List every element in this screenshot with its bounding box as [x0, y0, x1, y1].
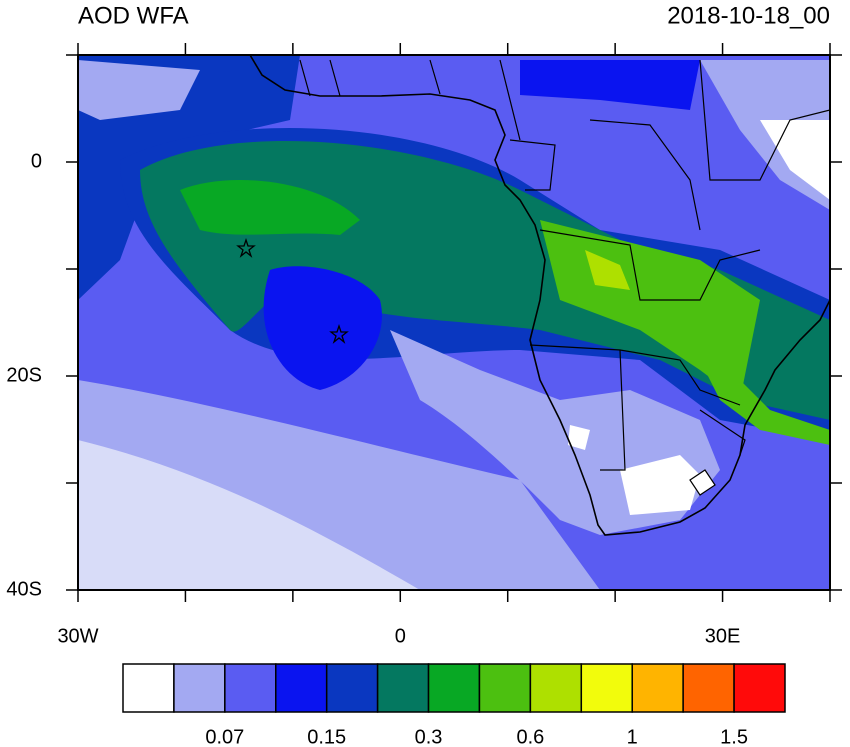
x-tick-label: 0 [395, 625, 406, 647]
title: AOD WFA [78, 2, 189, 29]
colorbar-label: 0.07 [205, 726, 244, 747]
y-tick-label: 20S [6, 364, 42, 386]
colorbar-box [224, 663, 277, 713]
y-tick-label: 40S [6, 578, 42, 600]
colorbar-box [376, 663, 430, 713]
colorbar-box [529, 663, 583, 713]
colorbar-box [478, 663, 532, 713]
colorbar-label: 1.5 [720, 726, 748, 747]
colorbar-box [631, 663, 684, 713]
colorbar-box [173, 663, 226, 713]
colorbar-box [325, 663, 379, 713]
y-tick-label: 0 [31, 150, 42, 172]
x-tick-label: 30E [705, 625, 741, 647]
date: 2018-10-18_00 [667, 2, 830, 29]
colorbar-box [733, 663, 786, 713]
colorbar-label: 0.6 [516, 726, 544, 747]
x-tick-label: 30W [57, 625, 98, 647]
colorbar-box [122, 663, 175, 713]
colorbar-label: 1 [627, 726, 638, 747]
colorbar-box [275, 663, 328, 713]
colorbar-box [427, 663, 481, 713]
aod-field [78, 55, 830, 590]
colorbar-box [580, 663, 633, 713]
colorbar-box [682, 663, 735, 713]
map-frame [77, 54, 831, 591]
colorbar-label: 0.3 [415, 726, 443, 747]
colorbar-label: 0.15 [307, 726, 346, 747]
